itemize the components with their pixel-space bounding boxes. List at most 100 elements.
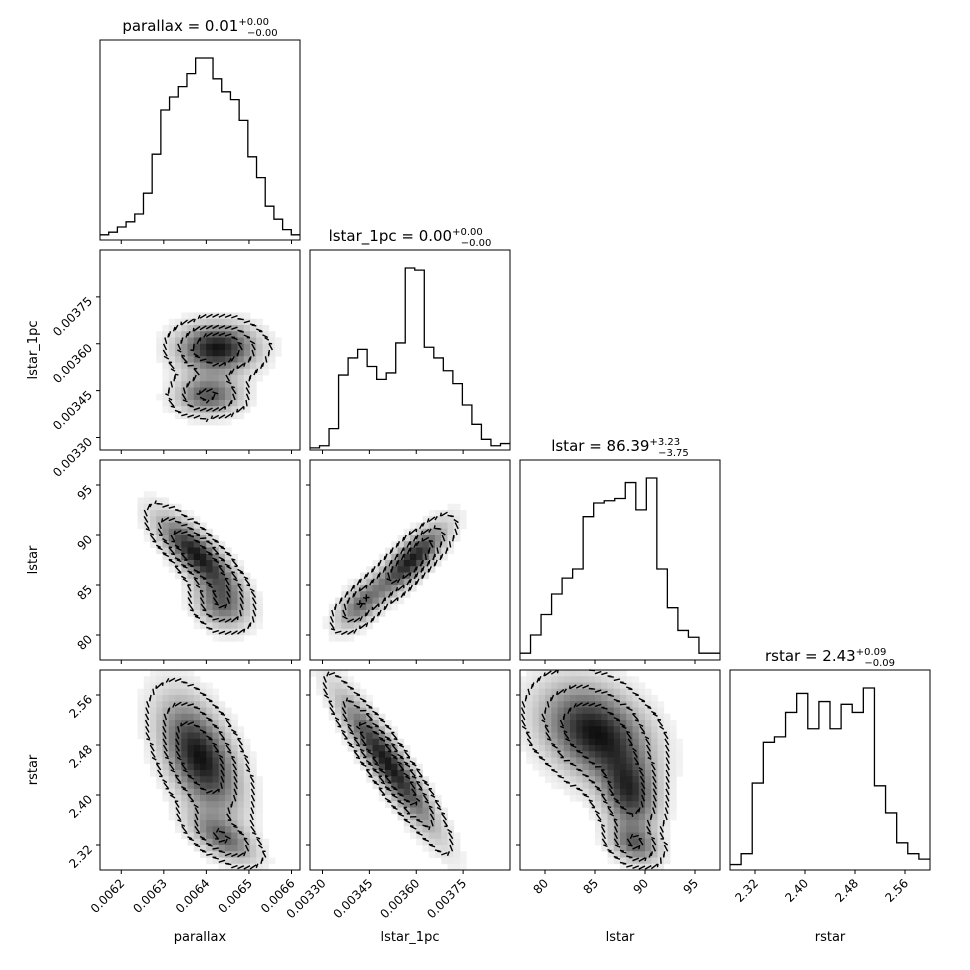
density-cell — [181, 795, 188, 802]
density-cell — [453, 845, 461, 852]
density-cell — [200, 751, 207, 758]
density-cell — [341, 622, 348, 630]
density-cell — [137, 726, 145, 733]
density-cell — [162, 757, 170, 765]
density-cell — [193, 745, 201, 752]
density-cell — [200, 578, 207, 586]
density-cell — [557, 670, 565, 677]
density-cell — [645, 782, 652, 790]
density-cell — [181, 566, 188, 573]
density-cell — [551, 695, 558, 702]
density-cell — [187, 418, 195, 426]
density-cell — [557, 732, 565, 740]
density-cell — [175, 400, 182, 407]
density-cell — [206, 688, 213, 696]
x-tick-label: 0.0064 — [173, 876, 213, 916]
density-cell — [366, 707, 373, 715]
density-cell — [638, 820, 646, 827]
contour-lstar-rstar — [520, 669, 670, 870]
density-cell — [225, 610, 232, 617]
density-cell — [526, 745, 533, 752]
density-cell — [187, 813, 195, 821]
density-cell — [187, 726, 195, 733]
density-cell — [231, 807, 238, 815]
density-cell — [607, 726, 615, 733]
density-cell — [268, 857, 276, 865]
density-cell — [595, 720, 602, 727]
density-cell — [372, 578, 380, 586]
density-cell — [645, 688, 652, 696]
density-cell — [212, 857, 220, 865]
density-cell — [200, 616, 207, 623]
density-cell — [378, 745, 386, 752]
density-cell — [638, 682, 646, 690]
density-cell — [335, 695, 342, 702]
density-cell — [385, 726, 392, 733]
density-cell — [212, 707, 220, 715]
density-cell — [181, 688, 188, 696]
density-cell — [545, 738, 552, 746]
density-cell — [150, 732, 157, 740]
density-cell — [168, 375, 176, 382]
density-cell — [225, 757, 232, 765]
density-cell — [341, 726, 348, 733]
density-cell — [193, 406, 201, 413]
density-cell — [193, 412, 201, 420]
density-cell — [193, 782, 201, 790]
density-cell — [156, 535, 163, 542]
density-cell — [645, 845, 652, 852]
density-cell — [206, 682, 213, 690]
density-cell — [237, 318, 245, 326]
density-cell — [538, 682, 546, 690]
density-cell — [156, 751, 163, 758]
density-cell — [626, 832, 633, 840]
density-cell — [335, 622, 342, 630]
density-cell — [595, 670, 602, 677]
density-cell — [156, 701, 163, 708]
density-cell — [366, 610, 373, 617]
density-cell — [156, 670, 163, 677]
density-cell — [372, 745, 380, 752]
density-cell — [620, 782, 627, 790]
density-cell — [231, 610, 238, 617]
density-cell — [231, 726, 238, 733]
density-cell — [218, 713, 226, 721]
density-cell — [181, 832, 188, 840]
density-cell — [360, 628, 367, 636]
density-cell — [353, 578, 361, 586]
panel-frame-rstar-rstar — [729, 669, 931, 871]
density-cell — [657, 738, 665, 746]
density-cell — [645, 857, 652, 865]
density-cell — [200, 801, 207, 808]
density-cell — [143, 745, 151, 752]
density-cell — [231, 832, 238, 840]
density-cell — [626, 826, 633, 833]
density-cell — [520, 695, 527, 702]
density-cell — [645, 720, 652, 727]
density-cell — [378, 726, 386, 733]
density-cell — [181, 585, 188, 592]
density-cell — [150, 770, 157, 777]
density-cell — [206, 845, 213, 852]
density-cell — [193, 597, 201, 605]
density-cell — [237, 337, 245, 345]
density-cell — [237, 788, 245, 796]
density-cell — [193, 541, 201, 548]
x-tick-label: 95 — [680, 876, 701, 897]
density-cell — [175, 393, 182, 401]
density-cell — [225, 795, 232, 802]
density-cell — [435, 832, 442, 840]
density-cell — [206, 732, 213, 740]
density-cell — [341, 738, 348, 746]
density-cell — [243, 795, 251, 802]
panel-frame-lstar_1pc-lstar_1pc — [309, 249, 511, 451]
density-cell — [206, 770, 213, 777]
density-cell — [175, 535, 182, 542]
density-cell — [570, 776, 577, 783]
density-cell — [385, 788, 392, 796]
density-cell — [435, 522, 442, 530]
density-cell — [200, 368, 207, 376]
density-cell — [620, 813, 627, 821]
density-cell — [607, 713, 615, 721]
density-cell — [187, 312, 195, 320]
